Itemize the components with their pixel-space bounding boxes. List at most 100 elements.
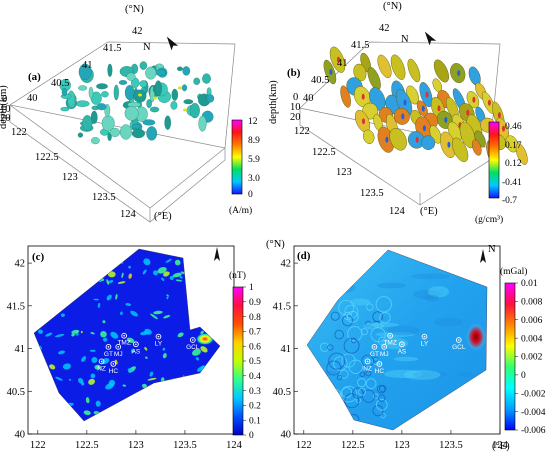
panel-d-anomaly [403, 370, 441, 380]
panel-d-y-tick: 41.5 [273, 301, 291, 312]
panel-a-isosurface [181, 84, 188, 92]
panel-b: (b) N (°N) 42 41.5 41 40.5 40 0 10 20 de… [268, 1, 528, 225]
panel-a-cb-tick: 5.9 [248, 155, 260, 165]
panel-c-site-label: MJ [114, 351, 123, 358]
panel-c-anomaly [157, 267, 167, 274]
north-arrow-icon [424, 31, 437, 46]
panel-d-anomaly [341, 387, 353, 399]
panel-b-depth-label: depth(km) [268, 80, 279, 124]
panel-c-cb-tick: 0.1 [249, 416, 261, 426]
panel-c-site-marker [100, 360, 103, 363]
panel-a-isosurface [109, 127, 121, 137]
panel-c-site-marker [112, 363, 115, 365]
panel-d-site-marker [371, 343, 378, 350]
panel-d-anomaly [393, 356, 419, 362]
panel-c-anomaly [145, 356, 148, 359]
panel-a-isosurface [206, 94, 215, 103]
panel-c-anomaly [162, 353, 167, 359]
panel-a-isosurface [142, 119, 156, 126]
panel-b-depth-tick: 20 [290, 112, 301, 123]
panel-b-lat-tick: 41.5 [351, 40, 369, 51]
panel-d-anomaly [372, 405, 384, 417]
panel-c-anomaly [71, 333, 75, 337]
panel-c: TMZ LY GT MJ AS GCL NZ HC (c) 122 122.5 123 123.5 1… [7, 245, 261, 451]
panel-c-site-marker [157, 335, 160, 338]
panel-c-site-label: GT [104, 351, 113, 358]
panel-d-cb-tick: 0 [521, 371, 526, 381]
panel-c-site-marker [133, 341, 139, 348]
panel-a: (a) N (°N) 42 41.5 41 40.5 40 0 10 20 de… [0, 4, 260, 223]
panel-a-isosurface [164, 115, 171, 130]
panel-a-isosurface [78, 85, 88, 91]
panel-d-anomaly [366, 303, 374, 311]
panel-a-depth-label: depth(km) [0, 85, 9, 129]
panel-c-anomaly [163, 271, 170, 277]
panel-c-anomaly [142, 269, 147, 275]
panel-d-site-marker [455, 337, 462, 343]
panel-b-lat-tick: 42 [379, 23, 390, 34]
panel-a-lat-unit: (°N) [125, 4, 144, 15]
panel-a-label: (a) [28, 71, 41, 83]
panel-b-isosurfaces [323, 46, 528, 166]
panel-c-anomaly [175, 279, 183, 282]
panel-c-anomaly [105, 382, 115, 390]
panel-d-sites: TMZ LY GT MJ AS GCL NZ HC [363, 332, 466, 375]
panel-c-anomaly [127, 368, 133, 373]
panel-d-outline [306, 249, 488, 431]
panel-c-colorbar [232, 286, 244, 436]
panel-a-cb-tick: 8.9 [248, 136, 260, 146]
panel-c-anomaly [163, 314, 171, 319]
panel-d-lon-unit: (°E) [492, 441, 510, 452]
panel-c-y-tick: 40.5 [7, 387, 25, 398]
panel-c-anomaly [89, 349, 96, 352]
panel-d-anomaly [327, 344, 334, 351]
panel-b-isosurface [362, 118, 365, 125]
panel-d-anomaly [359, 371, 366, 377]
panel-d-anomaly [375, 398, 388, 411]
panel-a-isosurface [182, 66, 191, 76]
panel-d-anomaly [387, 325, 420, 336]
panel-d-x-tick: 124 [492, 440, 509, 451]
panel-c-site-label: AS [132, 348, 141, 355]
panel-d-anomaly [339, 369, 349, 379]
panel-d-anomaly [336, 374, 343, 381]
panel-d-y-ticks: 42 41.5 41 40.5 40 [273, 259, 298, 441]
panel-c-anomaly [108, 279, 114, 284]
panel-d-site-marker [383, 346, 386, 348]
panel-a-isosurface [113, 84, 119, 101]
panel-d-anomaly [344, 393, 360, 409]
panel-d-site-marker [373, 346, 376, 348]
panel-a-depth-tick: 0 [2, 94, 7, 105]
panel-c-y-tick: 41 [15, 344, 26, 355]
panel-b-lat-tick: 40.5 [311, 75, 329, 86]
panel-c-anomaly [162, 347, 166, 351]
panel-d-anomaly [380, 412, 386, 419]
panel-c-site-marker [115, 343, 122, 350]
panel-a-isosurface [126, 72, 136, 81]
panel-c-site-marker [123, 334, 125, 337]
panel-c-anomaly [106, 294, 112, 301]
panel-a-isosurface [146, 99, 152, 109]
north-arrow-icon [214, 247, 220, 261]
panel-d-site-label: MJ [380, 351, 389, 358]
panel-c-anomaly [78, 377, 84, 384]
panel-b-isosurface [337, 56, 340, 63]
panel-c-site-marker [107, 346, 110, 348]
panel-a-isosurface [189, 102, 200, 119]
panel-d-anomaly [344, 304, 359, 319]
panel-c-anomaly [106, 279, 110, 285]
panel-b-north-label: N [401, 34, 409, 45]
panel-b-isosurface [459, 121, 476, 149]
panel-d-cb-tick: -0.002 [521, 389, 546, 399]
panel-a-isosurface [131, 128, 145, 139]
panel-a-isosurface [124, 85, 135, 101]
panel-d-site-marker [387, 332, 393, 339]
panel-d-site-label: TMZ [383, 340, 396, 347]
panel-b-isosurface [415, 136, 419, 143]
panel-c-sites: TMZ LY GT MJ AS GCL NZ HC [97, 332, 200, 375]
panel-d-site-label: LY [421, 341, 429, 348]
panel-d-anomaly [370, 327, 386, 343]
panel-d-anomaly [343, 337, 360, 354]
panel-d-site-label: GT [370, 351, 379, 358]
panel-c-site-marker [135, 343, 137, 346]
